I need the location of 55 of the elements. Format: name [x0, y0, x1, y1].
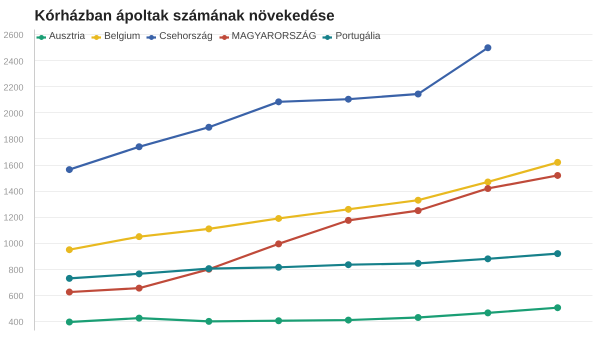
point [414, 260, 422, 267]
point [344, 206, 352, 213]
y-tick-label: 1400 [3, 186, 24, 197]
point [484, 44, 492, 52]
y-tick-label: 1200 [3, 212, 24, 223]
point [344, 216, 352, 224]
point [275, 98, 282, 106]
point [344, 261, 352, 268]
y-tick-label: 2400 [3, 56, 24, 66]
point [136, 143, 143, 150]
point [554, 172, 562, 179]
point [554, 304, 562, 312]
point [554, 158, 562, 166]
point [414, 196, 422, 204]
point [414, 314, 422, 321]
y-tick-label: 400 [8, 316, 24, 327]
point [275, 240, 282, 248]
y-tick-label: 1800 [3, 134, 24, 144]
point [136, 284, 143, 292]
legend-label: Ausztria [49, 31, 86, 42]
point [66, 288, 73, 296]
y-tick-label: 1600 [3, 160, 24, 171]
point [205, 124, 212, 131]
legend-label: Portugália [335, 31, 380, 42]
y-tick-label: 1000 [3, 238, 24, 249]
point [484, 184, 492, 192]
legend-label: Csehország [159, 31, 213, 42]
point [484, 309, 492, 316]
point [205, 318, 212, 325]
point [205, 225, 212, 232]
point [484, 255, 492, 262]
point [554, 250, 562, 258]
point [66, 246, 73, 254]
point [275, 317, 282, 324]
chart-title: Kórházban ápoltak számának növekedése [34, 8, 335, 24]
point [66, 274, 73, 282]
point [136, 314, 143, 322]
point [484, 178, 492, 186]
point [275, 264, 282, 271]
legend-label: MAGYARORSZÁG [232, 31, 316, 42]
y-tick-label: 2200 [3, 82, 24, 92]
point [66, 166, 73, 174]
point [136, 233, 143, 240]
y-tick-label: 2000 [3, 108, 24, 118]
point [66, 318, 73, 326]
point [344, 316, 352, 324]
point [414, 207, 422, 214]
y-tick-label: 600 [8, 290, 24, 301]
legend-label: Belgium [104, 31, 140, 42]
y-tick-label: 2600 [3, 30, 24, 40]
point [136, 270, 143, 278]
point [275, 214, 282, 222]
point [414, 90, 422, 98]
y-tick-label: 800 [8, 264, 24, 275]
point [344, 96, 352, 103]
